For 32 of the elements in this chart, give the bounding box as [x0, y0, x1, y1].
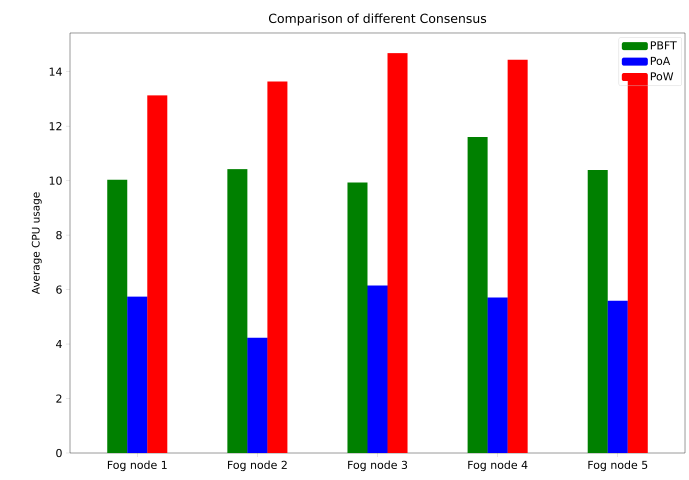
bar — [227, 169, 248, 453]
x-tick-label: Fog node 5 — [588, 460, 648, 472]
chart-title: Comparison of different Consensus — [268, 13, 486, 26]
y-tick-label: 6 — [56, 285, 62, 294]
bar — [267, 81, 288, 453]
x-tick-label: Fog node 3 — [348, 460, 408, 472]
bar — [347, 182, 368, 453]
y-tick-label: 10 — [50, 176, 62, 185]
legend-label: PBFT — [650, 41, 677, 50]
y-tick-label: 14 — [50, 68, 62, 76]
y-tick-label: 2 — [56, 394, 62, 403]
y-tick-label: 8 — [56, 230, 62, 240]
y-tick-label: 4 — [56, 340, 62, 348]
bar — [127, 296, 148, 453]
bar — [107, 180, 128, 453]
bar — [488, 297, 508, 453]
legend-label: PoW — [650, 72, 674, 80]
x-tick-label: Fog node 4 — [468, 460, 528, 472]
bar — [367, 285, 388, 453]
bar — [247, 338, 268, 453]
bar — [588, 170, 608, 453]
y-axis-title: Average CPU usage — [32, 192, 42, 294]
bar — [468, 137, 488, 453]
legend-label: PoA — [650, 56, 670, 65]
bar — [388, 53, 408, 453]
x-tick-label: Fog node 2 — [228, 460, 287, 472]
y-tick-label: 0 — [56, 448, 62, 458]
y-tick-label: 12 — [50, 122, 62, 130]
x-tick-label: Fog node 1 — [108, 460, 167, 472]
bar — [147, 95, 168, 453]
bar — [508, 60, 528, 453]
bar — [608, 300, 628, 453]
